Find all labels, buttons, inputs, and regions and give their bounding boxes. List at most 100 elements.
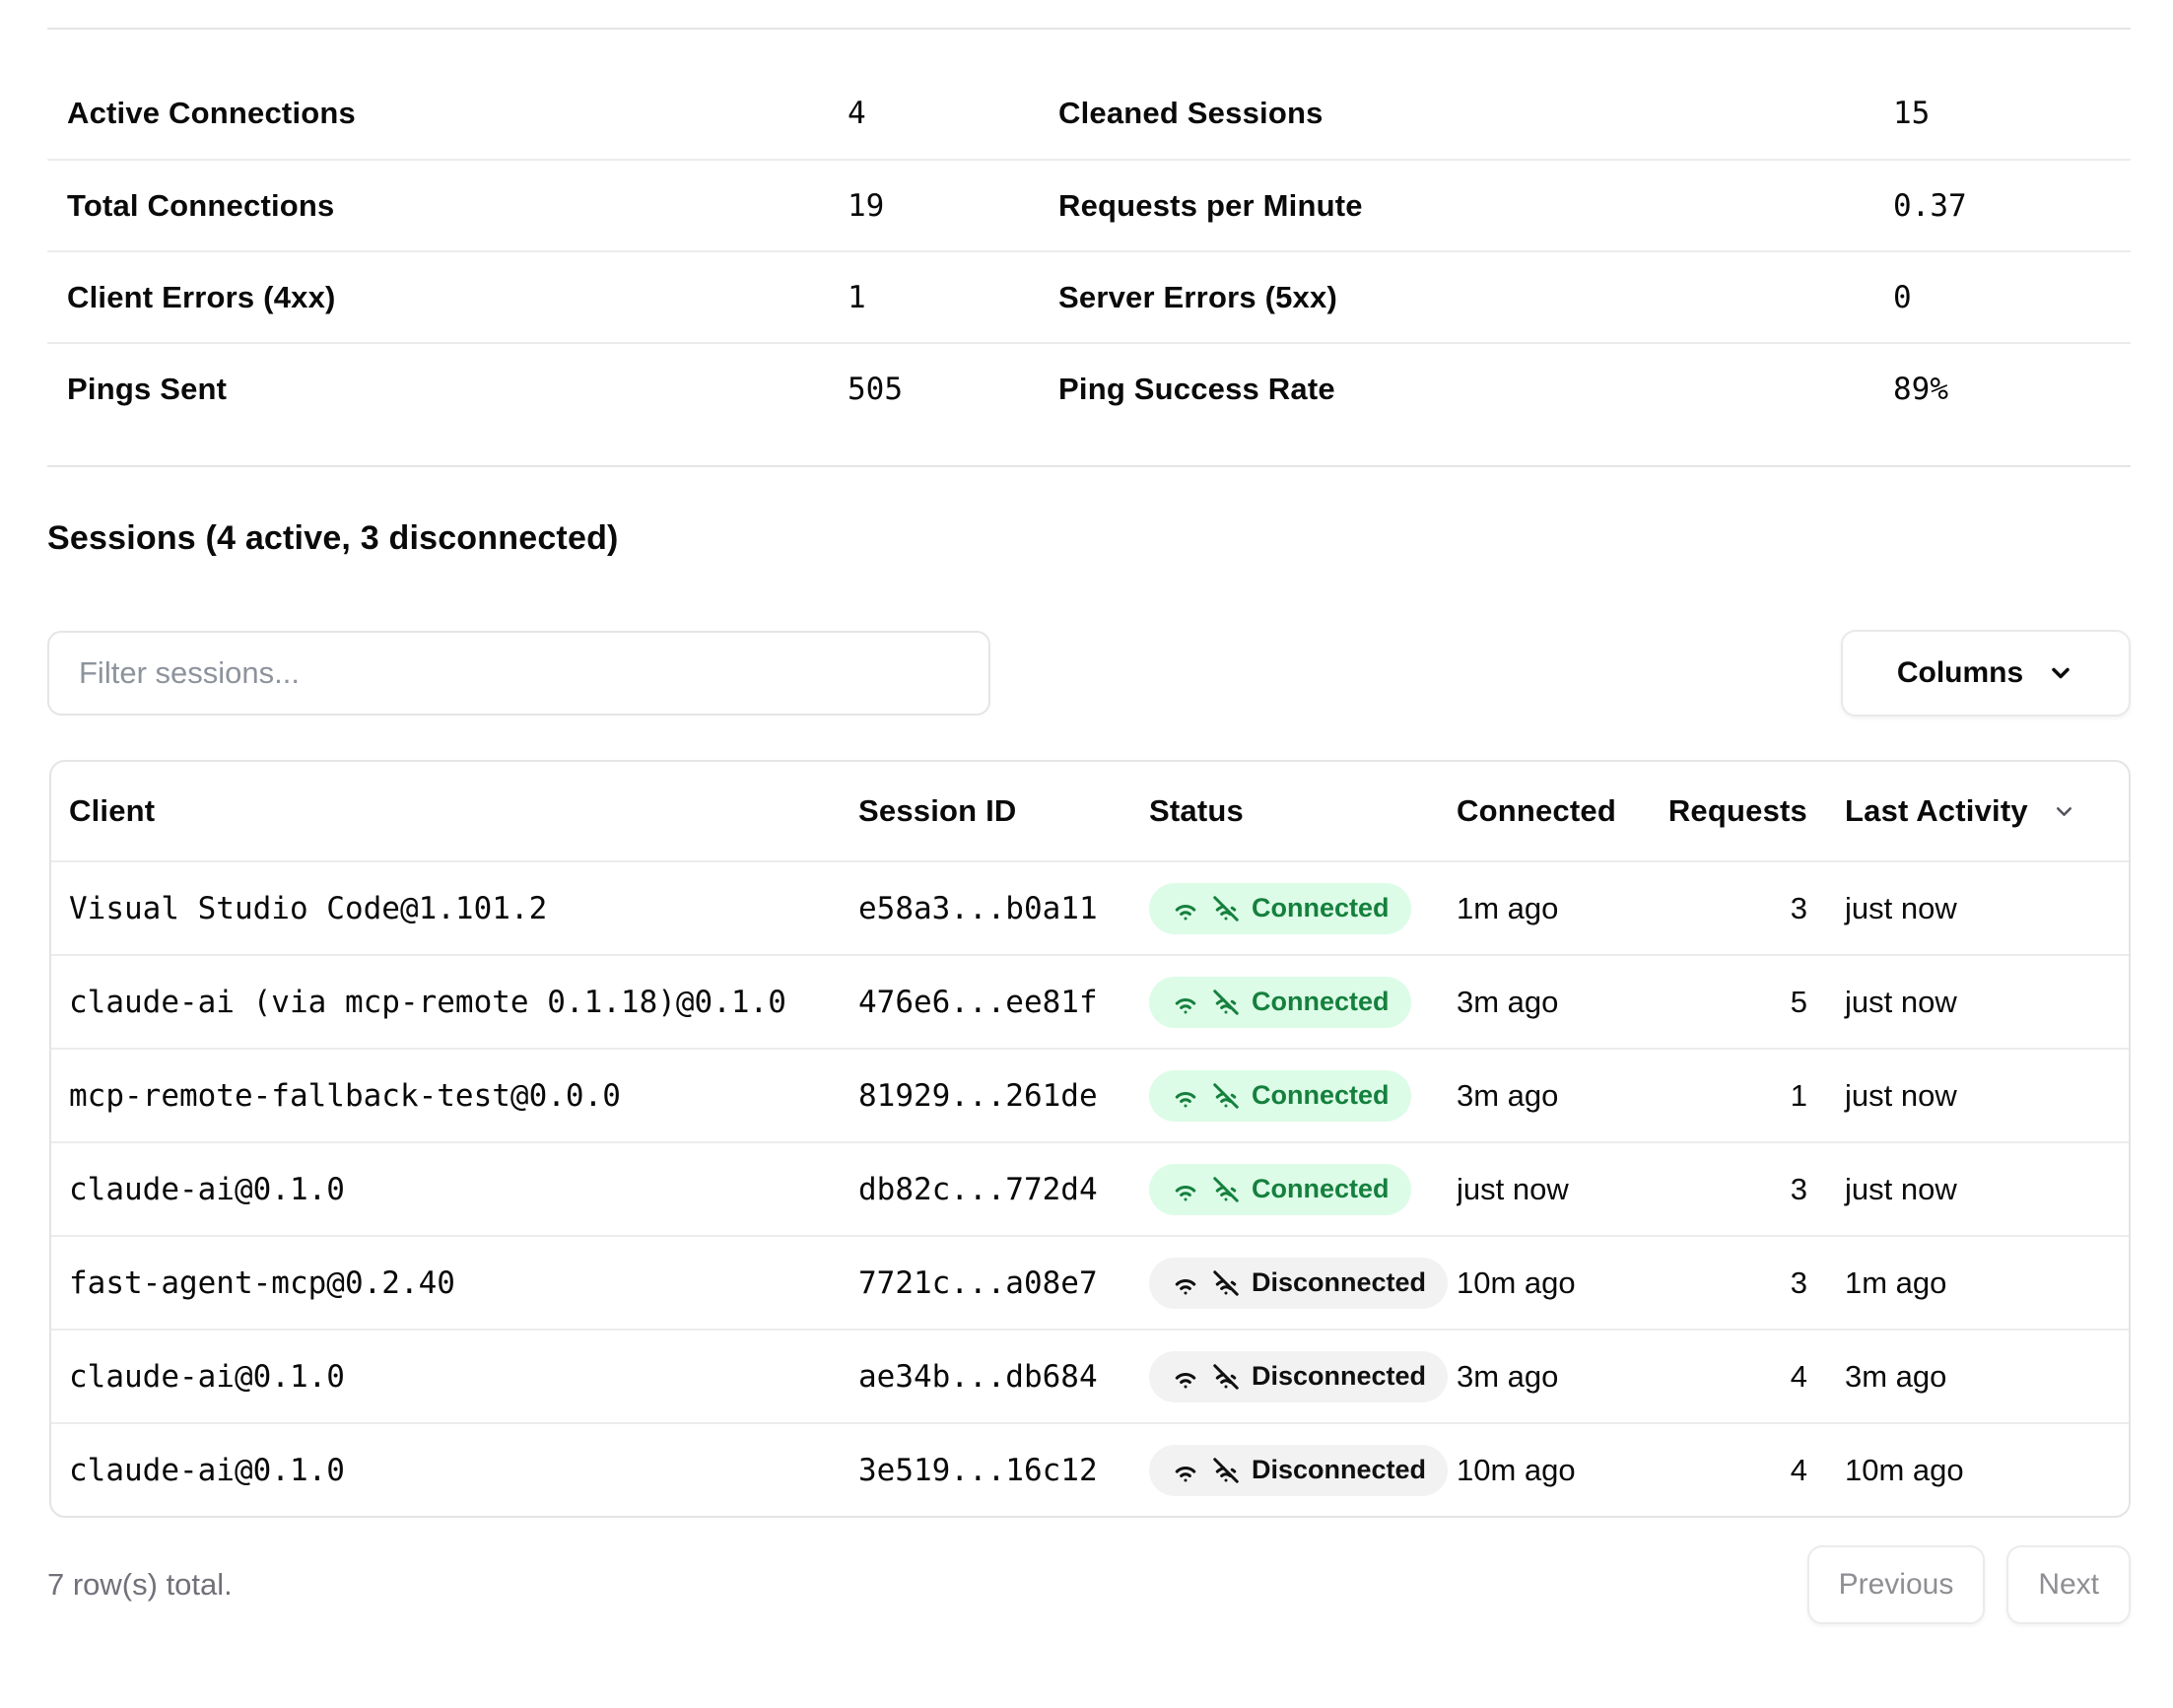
status-cell: Disconnected xyxy=(1149,1350,1457,1402)
session-id-cell: db82c...772d4 xyxy=(858,1171,1098,1207)
stat-row: Pings Sent 505 Ping Success Rate 89% xyxy=(47,342,2131,434)
connected-cell: 3m ago xyxy=(1457,1077,1559,1113)
stat-value: 19 xyxy=(848,187,885,224)
wifi-off-icon xyxy=(1211,988,1241,1017)
session-id-cell: 81929...261de xyxy=(858,1077,1098,1114)
last-activity-header-label: Last Activity xyxy=(1845,793,2028,828)
wifi-icon xyxy=(1171,1081,1200,1111)
status-badge-label: Connected xyxy=(1252,1174,1390,1203)
wifi-icon xyxy=(1171,1268,1200,1298)
status-badge: Connected xyxy=(1149,882,1411,934)
table-header-row: Client Session ID Status Connected Reque… xyxy=(51,762,2129,860)
stat-label: Server Errors (5xx) xyxy=(1058,279,1337,314)
sessions-table: Client Session ID Status Connected Reque… xyxy=(49,760,2131,1518)
status-badge: Connected xyxy=(1149,1163,1411,1215)
last-activity-cell: just now xyxy=(1845,1077,1957,1113)
stat-value: 505 xyxy=(848,371,903,407)
wifi-icon xyxy=(1171,1362,1200,1392)
column-header-status: Status xyxy=(1149,793,1244,828)
filter-sessions-input[interactable] xyxy=(47,631,990,716)
requests-cell: 3 xyxy=(1790,1171,1807,1206)
status-cell: Connected xyxy=(1149,976,1457,1028)
requests-cell: 4 xyxy=(1790,1452,1807,1487)
column-header-last-activity[interactable]: Last Activity xyxy=(1807,793,2129,829)
columns-dropdown-button[interactable]: Columns xyxy=(1841,630,2131,717)
table-row: claude-ai@0.1.0 db82c...772d4 Connected … xyxy=(51,1141,2129,1235)
client-cell: mcp-remote-fallback-test@0.0.0 xyxy=(69,1077,621,1114)
stat-value: 89% xyxy=(1893,371,1948,407)
column-header-session-id: Session ID xyxy=(858,793,1017,828)
wifi-icon xyxy=(1171,1175,1200,1204)
table-row: claude-ai@0.1.0 ae34b...db684 Disconnect… xyxy=(51,1329,2129,1422)
wifi-off-icon xyxy=(1211,1456,1241,1485)
status-cell: Connected xyxy=(1149,1069,1457,1122)
last-activity-cell: just now xyxy=(1845,890,1957,925)
stat-label: Ping Success Rate xyxy=(1058,371,1335,406)
session-id-cell: e58a3...b0a11 xyxy=(858,890,1098,926)
requests-cell: 1 xyxy=(1790,1077,1807,1113)
status-badge-label: Connected xyxy=(1252,1080,1390,1110)
stat-label: Requests per Minute xyxy=(1058,187,1363,223)
status-cell: Disconnected xyxy=(1149,1444,1457,1496)
status-badge-label: Connected xyxy=(1252,893,1390,922)
stat-row: Client Errors (4xx) 1 Server Errors (5xx… xyxy=(47,250,2131,342)
last-activity-cell: 3m ago xyxy=(1845,1358,1947,1394)
table-footer: 7 row(s) total. Previous Next xyxy=(47,1545,2131,1624)
status-badge: Connected xyxy=(1149,976,1411,1028)
stat-value: 4 xyxy=(848,95,866,131)
connected-cell: 10m ago xyxy=(1457,1264,1576,1300)
stat-label: Active Connections xyxy=(67,95,356,130)
table-row: fast-agent-mcp@0.2.40 7721c...a08e7 Disc… xyxy=(51,1235,2129,1329)
stat-row: Active Connections 4 Cleaned Sessions 15 xyxy=(47,67,2131,159)
session-id-cell: 7721c...a08e7 xyxy=(858,1264,1098,1301)
last-activity-cell: just now xyxy=(1845,984,1957,1019)
status-badge: Disconnected xyxy=(1149,1350,1449,1402)
requests-cell: 5 xyxy=(1790,984,1807,1019)
column-header-client: Client xyxy=(69,793,156,828)
stat-label: Total Connections xyxy=(67,187,335,223)
stat-label: Pings Sent xyxy=(67,371,228,406)
previous-page-button[interactable]: Previous xyxy=(1806,1545,1986,1624)
sessions-heading: Sessions (4 active, 3 disconnected) xyxy=(47,519,619,557)
status-badge: Disconnected xyxy=(1149,1257,1449,1309)
client-cell: fast-agent-mcp@0.2.40 xyxy=(69,1264,455,1301)
requests-cell: 4 xyxy=(1790,1358,1807,1394)
table-row: claude-ai (via mcp-remote 0.1.18)@0.1.0 … xyxy=(51,954,2129,1048)
session-id-cell: 476e6...ee81f xyxy=(858,984,1098,1020)
session-id-cell: 3e519...16c12 xyxy=(858,1452,1098,1488)
status-cell: Disconnected xyxy=(1149,1257,1457,1309)
pagination: Previous Next xyxy=(1806,1545,2131,1624)
wifi-off-icon xyxy=(1211,1268,1241,1298)
wifi-icon xyxy=(1171,988,1200,1017)
connected-cell: 3m ago xyxy=(1457,984,1559,1019)
next-page-button[interactable]: Next xyxy=(2006,1545,2131,1624)
client-cell: claude-ai (via mcp-remote 0.1.18)@0.1.0 xyxy=(69,984,786,1020)
connected-cell: 3m ago xyxy=(1457,1358,1559,1394)
connected-cell: 1m ago xyxy=(1457,890,1559,925)
row-count-text: 7 row(s) total. xyxy=(47,1567,233,1602)
wifi-off-icon xyxy=(1211,1362,1241,1392)
columns-button-label: Columns xyxy=(1896,656,2024,689)
session-id-cell: ae34b...db684 xyxy=(858,1358,1098,1395)
connected-cell: just now xyxy=(1457,1171,1569,1206)
wifi-off-icon xyxy=(1211,1081,1241,1111)
requests-cell: 3 xyxy=(1790,1264,1807,1300)
status-badge: Connected xyxy=(1149,1069,1411,1122)
status-badge: Disconnected xyxy=(1149,1444,1449,1496)
status-cell: Connected xyxy=(1149,1163,1457,1215)
status-badge-label: Disconnected xyxy=(1252,1361,1427,1391)
requests-cell: 3 xyxy=(1790,890,1807,925)
wifi-icon xyxy=(1171,894,1200,923)
wifi-off-icon xyxy=(1211,1175,1241,1204)
stat-value: 15 xyxy=(1893,95,1931,131)
wifi-icon xyxy=(1171,1456,1200,1485)
stat-label: Cleaned Sessions xyxy=(1058,95,1324,130)
last-activity-cell: 1m ago xyxy=(1845,1264,1947,1300)
client-cell: claude-ai@0.1.0 xyxy=(69,1171,345,1207)
stat-value: 0.37 xyxy=(1893,187,1967,224)
sessions-toolbar: Columns xyxy=(47,630,2131,717)
client-cell: claude-ai@0.1.0 xyxy=(69,1358,345,1395)
status-cell: Connected xyxy=(1149,882,1457,934)
chevron-down-icon xyxy=(2047,659,2074,687)
last-activity-cell: 10m ago xyxy=(1845,1452,1964,1487)
